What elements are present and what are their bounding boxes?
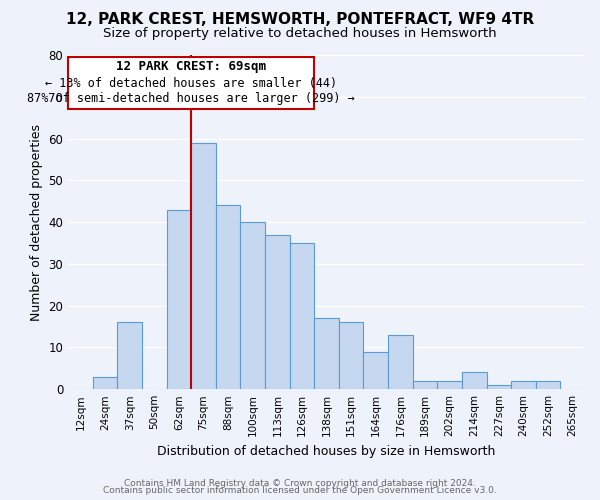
Bar	[487, 385, 511, 389]
Bar	[290, 243, 314, 389]
Bar	[413, 381, 437, 389]
Bar	[314, 318, 339, 389]
Bar	[462, 372, 487, 389]
Text: ← 13% of detached houses are smaller (44): ← 13% of detached houses are smaller (44…	[45, 77, 337, 90]
Bar	[536, 381, 560, 389]
Bar	[437, 381, 462, 389]
Bar	[364, 352, 388, 389]
Text: Contains public sector information licensed under the Open Government Licence v3: Contains public sector information licen…	[103, 486, 497, 495]
Text: Contains HM Land Registry data © Crown copyright and database right 2024.: Contains HM Land Registry data © Crown c…	[124, 478, 476, 488]
FancyBboxPatch shape	[68, 57, 314, 110]
Text: 87% of semi-detached houses are larger (299) →: 87% of semi-detached houses are larger (…	[28, 92, 355, 106]
Bar	[191, 142, 216, 389]
Bar	[167, 210, 191, 389]
Y-axis label: Number of detached properties: Number of detached properties	[30, 124, 43, 320]
Text: 12 PARK CREST: 69sqm: 12 PARK CREST: 69sqm	[116, 60, 266, 73]
Bar	[241, 222, 265, 389]
Bar	[216, 206, 241, 389]
Bar	[118, 322, 142, 389]
Bar	[511, 381, 536, 389]
Bar	[93, 376, 118, 389]
Text: Size of property relative to detached houses in Hemsworth: Size of property relative to detached ho…	[103, 28, 497, 40]
Bar	[339, 322, 364, 389]
Text: 12, PARK CREST, HEMSWORTH, PONTEFRACT, WF9 4TR: 12, PARK CREST, HEMSWORTH, PONTEFRACT, W…	[66, 12, 534, 28]
X-axis label: Distribution of detached houses by size in Hemsworth: Distribution of detached houses by size …	[157, 444, 496, 458]
Bar	[388, 335, 413, 389]
Bar	[265, 234, 290, 389]
